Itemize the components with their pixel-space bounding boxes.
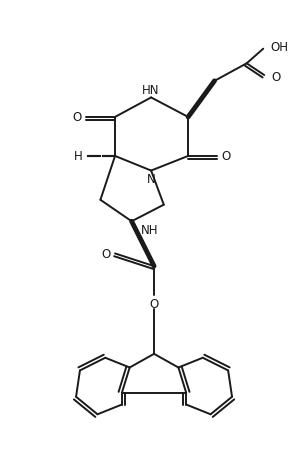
Text: HN: HN [142,84,160,97]
Text: N: N [147,173,155,186]
Text: O: O [102,247,111,260]
Text: O: O [149,297,159,310]
Text: NH: NH [141,223,159,236]
Text: O: O [271,71,280,84]
Text: O: O [72,111,82,124]
Text: O: O [222,150,231,163]
Text: OH: OH [270,41,288,54]
Text: H: H [74,150,82,163]
